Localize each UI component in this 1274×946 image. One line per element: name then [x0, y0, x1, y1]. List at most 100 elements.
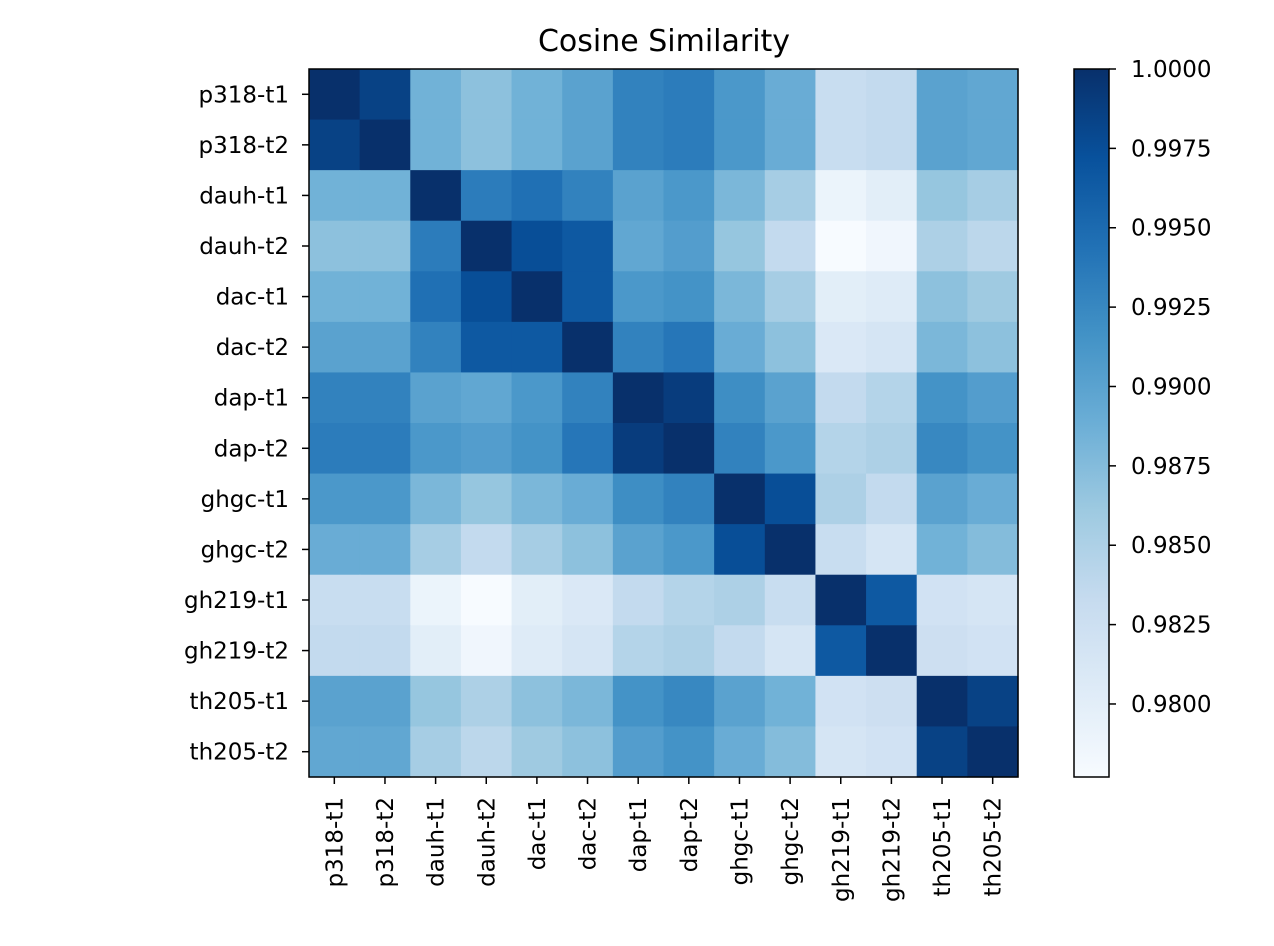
heatmap-cell	[309, 574, 361, 626]
y-tick-label: ghgc-t2	[201, 537, 289, 563]
heatmap-cell	[511, 271, 563, 323]
heatmap-cell	[663, 69, 715, 121]
heatmap-cell	[764, 473, 817, 525]
heatmap-cell	[967, 69, 1019, 121]
heatmap-cell	[309, 321, 361, 374]
y-tick-label: gh219-t1	[184, 588, 289, 614]
heatmap-cell	[663, 675, 715, 728]
heatmap-cell	[764, 675, 817, 728]
heatmap-cell	[815, 69, 867, 121]
heatmap-cell	[309, 675, 361, 728]
heatmap-cell	[916, 726, 968, 778]
heatmap-cell	[967, 119, 1019, 171]
heatmap-cell	[764, 220, 817, 272]
x-tick-label: p318-t2	[373, 797, 399, 887]
heatmap-cell	[562, 170, 614, 222]
heatmap-cell	[612, 220, 665, 272]
heatmap-cell	[410, 69, 462, 121]
heatmap-cell	[562, 372, 614, 424]
heatmap-cell	[866, 625, 918, 677]
heatmap-cell	[309, 524, 361, 576]
heatmap-cell	[866, 675, 918, 728]
heatmap-cell	[967, 170, 1019, 222]
heatmap-cell	[511, 423, 563, 475]
y-tick-label: p318-t2	[199, 133, 289, 159]
heatmap-cell	[410, 524, 462, 576]
heatmap-cell	[562, 473, 614, 525]
heatmap-cell	[511, 372, 563, 424]
heatmap-cell	[511, 675, 563, 728]
heatmap-cell	[359, 675, 411, 728]
x-tick-label: dac-t2	[576, 797, 602, 870]
heatmap-cell	[815, 675, 867, 728]
heatmap-cell	[815, 726, 867, 778]
heatmap-cell	[612, 675, 665, 728]
y-tick-label: dac-t1	[216, 285, 289, 311]
heatmap-cell	[612, 372, 665, 424]
heatmap-cell	[663, 726, 715, 778]
heatmap-cell	[511, 574, 563, 626]
x-tick-label: dauh-t2	[474, 797, 500, 887]
heatmap-cell	[714, 69, 766, 121]
heatmap-cell	[967, 321, 1019, 374]
heatmap-cell	[562, 69, 614, 121]
heatmap-cell	[866, 69, 918, 121]
colorbar-gradient	[1073, 68, 1110, 778]
heatmap-cell	[612, 170, 665, 222]
heatmap-cell	[511, 321, 563, 374]
heatmap-cell	[460, 69, 513, 121]
heatmap-cell	[562, 675, 614, 728]
heatmap-cell	[866, 726, 918, 778]
heatmap-cell	[916, 170, 968, 222]
heatmap-cell	[866, 271, 918, 323]
heatmap-cell	[359, 423, 411, 475]
heatmap-cell	[562, 220, 614, 272]
heatmap-cell	[612, 271, 665, 323]
colorbar-tick-label: 0.9825	[1131, 613, 1211, 639]
heatmap-cell	[511, 524, 563, 576]
heatmap-cell	[916, 69, 968, 121]
heatmap-cell	[359, 170, 411, 222]
heatmap-cell	[764, 321, 817, 374]
heatmap-cell	[663, 524, 715, 576]
heatmap-cell	[916, 574, 968, 626]
heatmap-cell	[460, 220, 513, 272]
y-tick-label: dac-t2	[216, 335, 289, 361]
heatmap-cell	[562, 625, 614, 677]
heatmap-cell	[714, 119, 766, 171]
heatmap-cell	[714, 372, 766, 424]
colorbar: 1.0000 0.9975 0.9950 0.9925 0.9900 0.9875 0.98…	[1073, 57, 1211, 778]
heatmap-cell	[612, 625, 665, 677]
heatmap-cell	[309, 372, 361, 424]
heatmap-cell	[764, 524, 817, 576]
heatmap-cell	[866, 170, 918, 222]
heatmap-cell	[714, 321, 766, 374]
y-tick-label: th205-t1	[190, 689, 289, 715]
heatmap-cell	[410, 321, 462, 374]
heatmap-cell	[309, 220, 361, 272]
heatmap-cell	[562, 726, 614, 778]
colorbar-tick-label: 0.9975	[1131, 136, 1211, 162]
heatmap-cell	[562, 574, 614, 626]
heatmap-cell	[460, 423, 513, 475]
heatmap-cell	[764, 69, 817, 121]
heatmap-cell	[866, 473, 918, 525]
x-tick-label: ghgc-t2	[778, 797, 804, 885]
heatmap-cells	[309, 69, 1019, 778]
x-tick-label: gh219-t2	[879, 797, 905, 902]
heatmap-cell	[663, 473, 715, 525]
heatmap-cell	[866, 119, 918, 171]
heatmap-cell	[359, 473, 411, 525]
heatmap-cell	[714, 423, 766, 475]
y-tick-label: p318-t1	[199, 82, 289, 108]
heatmap-cell	[714, 726, 766, 778]
heatmap-cell	[359, 321, 411, 374]
heatmap-cell	[764, 726, 817, 778]
heatmap-cell	[967, 726, 1019, 778]
heatmap-cell	[967, 574, 1019, 626]
heatmap-cell	[967, 473, 1019, 525]
heatmap-cell	[663, 119, 715, 171]
heatmap-cell	[309, 119, 361, 171]
heatmap-cell	[916, 473, 968, 525]
